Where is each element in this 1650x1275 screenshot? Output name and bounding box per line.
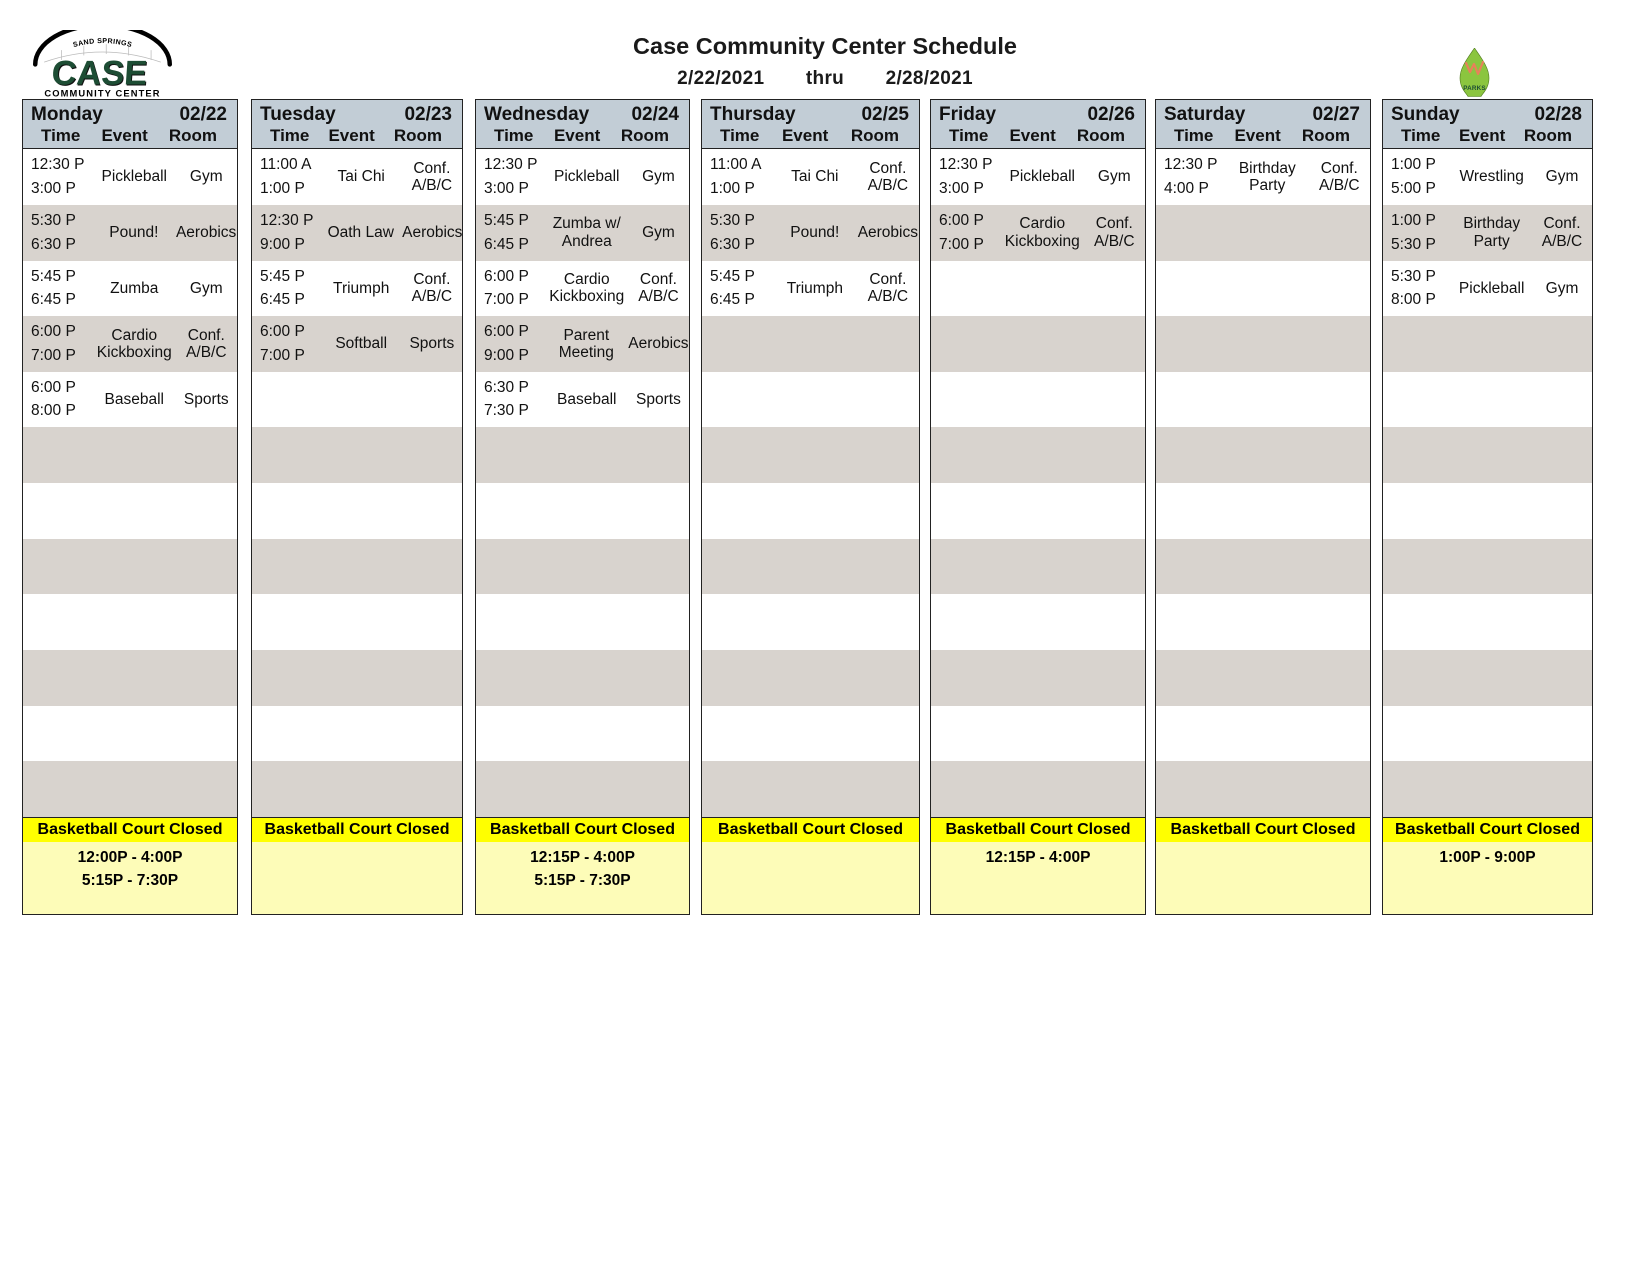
svg-text:PARKS: PARKS [1463, 85, 1486, 92]
svg-text:COMMUNITY CENTER: COMMUNITY CENTER [44, 89, 160, 99]
